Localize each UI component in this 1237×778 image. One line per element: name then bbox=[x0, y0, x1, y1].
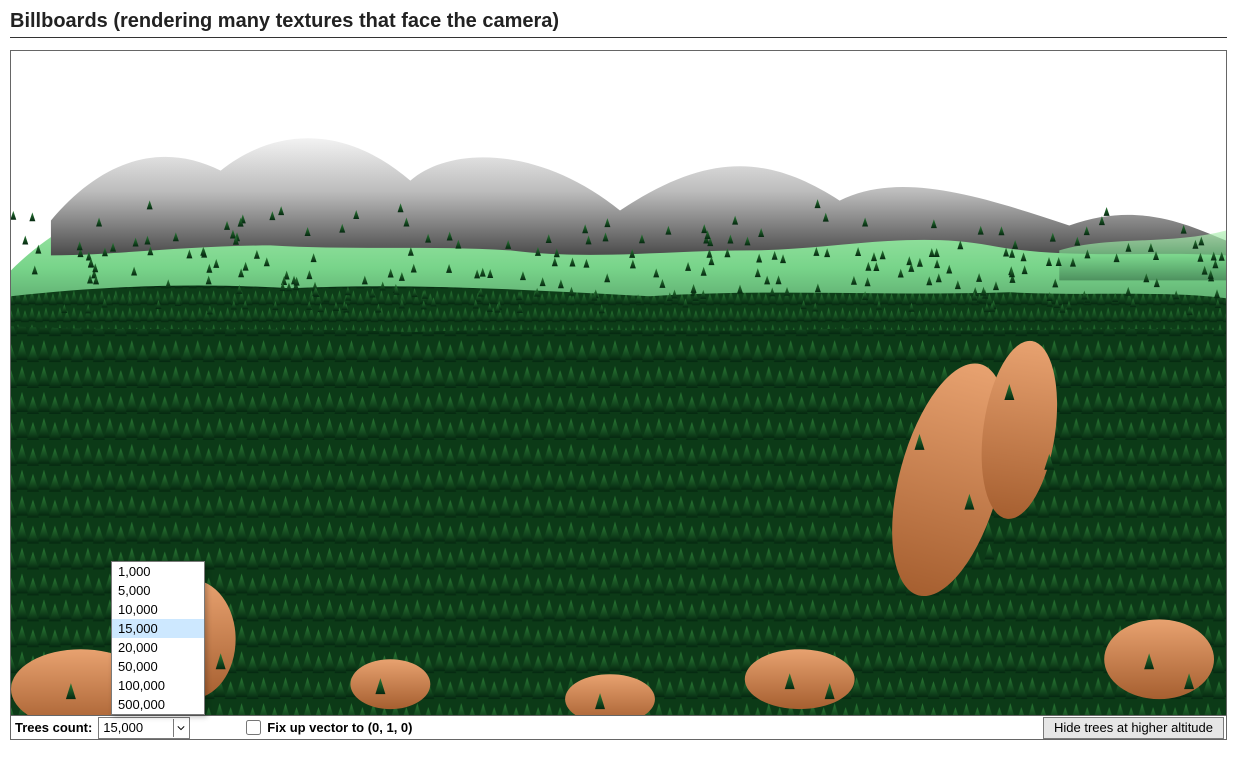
trees-count-combo[interactable]: 15,000 bbox=[98, 717, 190, 739]
trees-count-option[interactable]: 5,000 bbox=[112, 581, 204, 600]
page-title: Billboards (rendering many textures that… bbox=[10, 10, 1227, 38]
trees-count-option[interactable]: 50,000 bbox=[112, 657, 204, 676]
trees-count-option[interactable]: 100,000 bbox=[112, 676, 204, 695]
trees-count-label: Trees count: bbox=[11, 720, 98, 735]
fix-up-vector-input[interactable] bbox=[246, 720, 261, 735]
bottom-control-bar: Trees count: 15,000 Fix up vector to (0,… bbox=[11, 715, 1226, 739]
trees-count-option[interactable]: 20,000 bbox=[112, 638, 204, 657]
trees-count-popup[interactable]: 1,0005,00010,00015,00020,00050,000100,00… bbox=[111, 561, 205, 715]
trees-count-option[interactable]: 15,000 bbox=[112, 619, 204, 638]
fix-up-vector-checkbox[interactable]: Fix up vector to (0, 1, 0) bbox=[246, 720, 412, 735]
trees-count-option[interactable]: 10,000 bbox=[112, 600, 204, 619]
trees-count-value: 15,000 bbox=[103, 720, 143, 735]
trees-count-option[interactable]: 1,000 bbox=[112, 562, 204, 581]
chevron-down-icon bbox=[173, 719, 187, 737]
fix-up-vector-label: Fix up vector to (0, 1, 0) bbox=[267, 720, 412, 735]
trees-count-option[interactable]: 500,000 bbox=[112, 695, 204, 714]
viewport-3d[interactable]: 1,0005,00010,00015,00020,00050,000100,00… bbox=[10, 50, 1227, 740]
hide-trees-button[interactable]: Hide trees at higher altitude bbox=[1043, 717, 1224, 739]
